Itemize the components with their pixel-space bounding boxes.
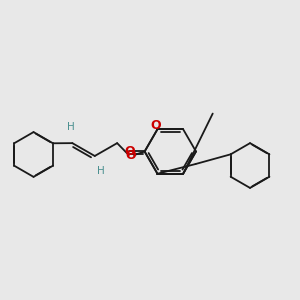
Text: O: O: [126, 148, 136, 162]
Text: H: H: [67, 122, 75, 132]
Text: O: O: [151, 119, 161, 132]
Text: O: O: [124, 145, 134, 158]
Text: H: H: [97, 167, 105, 176]
